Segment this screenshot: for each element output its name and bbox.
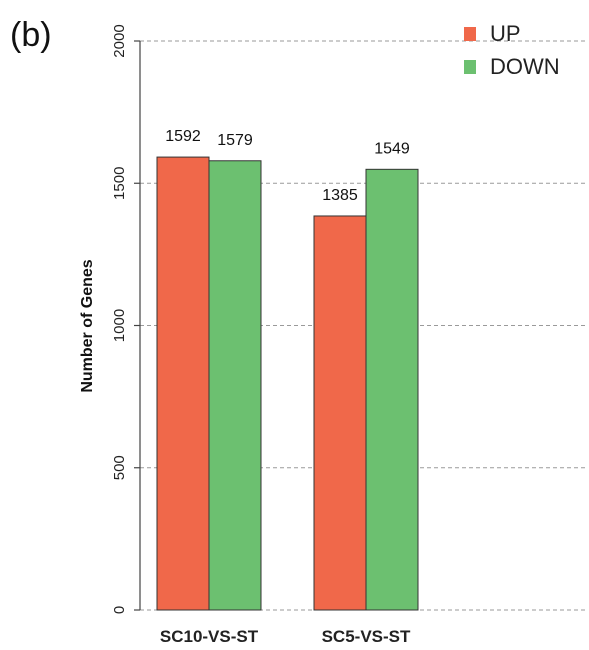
x-category-label-1: SC5-VS-ST <box>322 627 411 646</box>
bar-down-1 <box>365 168 419 611</box>
x-axis: SC10-VS-ST SC5-VS-ST <box>160 627 411 646</box>
data-label-up-1: 1385 <box>322 187 358 204</box>
panel-label: (b) <box>10 16 52 54</box>
bar-up-1 <box>313 215 367 611</box>
grid-lines <box>140 40 587 611</box>
data-label-up-0: 1592 <box>165 128 201 145</box>
y-tick-label-0: 0 <box>111 606 128 614</box>
y-tick-label-500: 500 <box>111 455 128 480</box>
y-tick-label-1500: 1500 <box>111 167 128 200</box>
legend-swatch-up <box>464 27 476 41</box>
y-axis: 0 500 1000 1500 2000 <box>111 24 141 614</box>
bar-down-0 <box>208 160 262 611</box>
data-labels: 1592 1579 1385 1549 <box>165 128 410 204</box>
legend-label-up: UP <box>490 21 521 46</box>
data-label-down-0: 1579 <box>217 132 253 149</box>
y-tick-label-2000: 2000 <box>111 24 128 57</box>
legend: UP DOWN <box>464 21 560 79</box>
legend-swatch-down <box>464 60 476 74</box>
legend-label-down: DOWN <box>490 54 560 79</box>
x-category-label-0: SC10-VS-ST <box>160 627 259 646</box>
y-tick-label-1000: 1000 <box>111 309 128 342</box>
bar-up-0 <box>156 156 210 611</box>
y-axis-title: Number of Genes <box>79 259 96 392</box>
data-label-down-1: 1549 <box>374 140 410 157</box>
bars <box>156 156 419 611</box>
